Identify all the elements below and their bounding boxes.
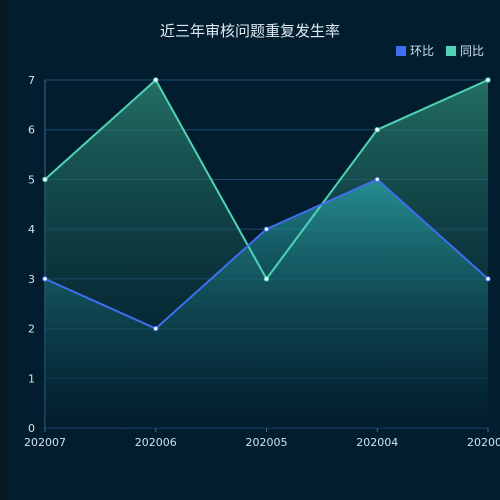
y-tick-label: 3: [28, 273, 35, 286]
data-point-0-0[interactable]: [42, 276, 48, 282]
data-point-0-4[interactable]: [485, 276, 491, 282]
legend-item-yoy[interactable]: 同比: [445, 42, 484, 59]
y-tick-label: 6: [28, 124, 35, 137]
data-point-1-4[interactable]: [485, 77, 491, 83]
y-tick-label: 2: [28, 323, 35, 336]
y-tick-label: 5: [28, 173, 35, 186]
y-tick-label: 0: [28, 422, 35, 435]
x-tick-label: 202004: [356, 436, 398, 449]
x-tick-label: 202003: [467, 436, 500, 449]
data-point-0-2[interactable]: [263, 226, 270, 232]
legend-label-mom: 环比: [409, 44, 434, 58]
point-layer: [42, 77, 491, 332]
area-layer: [45, 80, 488, 428]
legend-label-yoy: 同比: [459, 44, 484, 58]
chart-title: 近三年审核问题重复发生率: [159, 22, 340, 40]
data-point-0-3[interactable]: [374, 176, 380, 183]
data-point-1-1[interactable]: [153, 77, 159, 83]
y-tick-label: 1: [28, 372, 35, 385]
legend: 环比 同比: [395, 42, 484, 59]
legend-swatch-yoy: [445, 45, 456, 56]
label-layer: 0 1 2 3 4 5 6 7 202007 202006 202005 202004 202003: [24, 74, 500, 449]
x-tick-label: 202005: [246, 436, 288, 449]
x-tick-label: 202007: [24, 436, 66, 449]
data-point-0-1[interactable]: [153, 325, 159, 332]
data-point-1-3[interactable]: [374, 127, 380, 133]
y-tick-label: 7: [28, 74, 35, 87]
data-point-1-2[interactable]: [263, 276, 270, 282]
series-area-0: [45, 179, 488, 428]
legend-swatch-mom: [395, 45, 406, 56]
y-tick-label: 4: [28, 223, 35, 236]
data-point-1-0[interactable]: [42, 176, 48, 183]
legend-item-mom[interactable]: 环比: [395, 42, 434, 59]
x-tick-label: 202006: [135, 436, 177, 449]
